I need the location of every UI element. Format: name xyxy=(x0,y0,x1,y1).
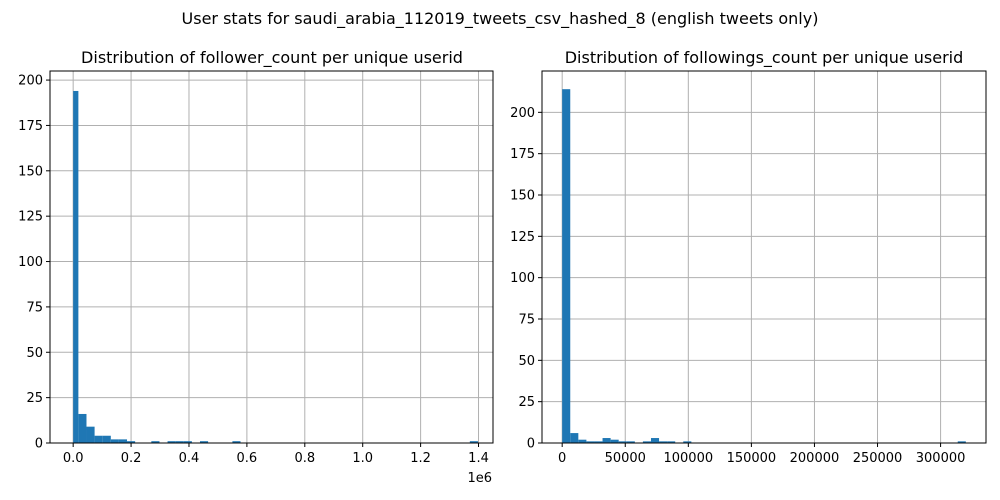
histogram-bar xyxy=(232,441,241,443)
x-tick-label: 1.4 xyxy=(468,451,489,466)
histogram-bar xyxy=(667,441,676,443)
x-tick-label: 0.0 xyxy=(63,451,84,466)
histogram-bar xyxy=(94,435,103,443)
histogram-bar xyxy=(562,89,571,443)
y-tick-label: 0 xyxy=(35,437,43,452)
histogram-bar xyxy=(110,439,119,443)
follower-count-histogram: Distribution of follower_count per uniqu… xyxy=(18,48,494,486)
followings-count-ticks: 0 50000 100000 150000 200000 250000 300000 0 25 5… xyxy=(510,106,965,466)
y-tick-label: 125 xyxy=(510,230,535,245)
followings-count-bars xyxy=(562,89,966,443)
histogram-bar xyxy=(151,441,160,443)
x-tick-label: 0.4 xyxy=(179,451,200,466)
y-tick-label: 75 xyxy=(518,313,535,328)
histogram-bar xyxy=(570,433,579,443)
y-tick-label: 100 xyxy=(18,255,43,270)
histogram-bar xyxy=(469,441,478,443)
y-tick-label: 50 xyxy=(518,354,535,369)
histogram-bar xyxy=(167,441,176,443)
y-tick-label: 25 xyxy=(518,395,535,410)
y-tick-label: 150 xyxy=(510,189,535,204)
histogram-bar xyxy=(626,441,635,443)
histogram-bar xyxy=(659,441,668,443)
y-tick-label: 75 xyxy=(26,300,43,315)
x-tick-label: 150000 xyxy=(727,451,777,466)
figure-suptitle: User stats for saudi_arabia_112019_tweet… xyxy=(182,9,819,29)
histogram-bar xyxy=(78,413,87,443)
y-tick-label: 100 xyxy=(510,271,535,286)
x-tick-label: 50000 xyxy=(605,451,646,466)
y-tick-label: 125 xyxy=(18,210,43,225)
histogram-bar xyxy=(602,438,611,443)
histogram-bar xyxy=(118,439,128,443)
x-tick-label: 0.6 xyxy=(237,451,258,466)
histogram-bar xyxy=(73,90,79,444)
y-tick-label: 200 xyxy=(18,74,43,89)
follower-count-ticks: 0.0 0.2 0.4 0.6 0.8 1.0 1.2 1.4 0 25 50 75 100 125 150… xyxy=(18,74,489,466)
histogram-bar xyxy=(594,441,603,443)
x-tick-label: 250000 xyxy=(853,451,903,466)
x-tick-label: 1.0 xyxy=(352,451,373,466)
y-tick-label: 0 xyxy=(527,437,535,452)
histogram-bar xyxy=(199,441,209,443)
histogram-bar xyxy=(683,441,692,443)
follower-count-x-offset-text: 1e6 xyxy=(467,471,492,486)
follower-count-bars xyxy=(73,90,478,444)
x-tick-label: 100000 xyxy=(663,451,713,466)
histogram-bar xyxy=(957,441,966,443)
histogram-bar xyxy=(618,441,627,443)
histogram-bar xyxy=(610,439,619,443)
histogram-bar xyxy=(86,426,95,443)
histogram-bar xyxy=(127,441,136,443)
y-tick-label: 150 xyxy=(18,164,43,179)
histogram-bar xyxy=(102,435,111,443)
follower-count-axes-frame xyxy=(49,70,494,444)
histogram-bar xyxy=(650,438,660,443)
followings-count-histogram: Distribution of followings_count per uni… xyxy=(510,48,987,466)
histogram-bar xyxy=(578,439,587,443)
y-tick-label: 175 xyxy=(510,147,535,162)
followings-count-title: Distribution of followings_count per uni… xyxy=(565,48,964,68)
histogram-bar xyxy=(642,441,651,443)
x-tick-label: 0.8 xyxy=(294,451,315,466)
x-tick-label: 0 xyxy=(558,451,566,466)
followings-count-axes-frame xyxy=(541,70,987,444)
x-tick-label: 200000 xyxy=(790,451,840,466)
y-tick-label: 175 xyxy=(18,119,43,134)
y-tick-label: 25 xyxy=(26,391,43,406)
histogram-bar xyxy=(175,441,184,443)
histogram-bar xyxy=(183,441,192,443)
histogram-bar xyxy=(586,441,595,443)
follower-count-title: Distribution of follower_count per uniqu… xyxy=(81,48,463,68)
y-tick-label: 200 xyxy=(510,106,535,121)
x-tick-label: 300000 xyxy=(916,451,966,466)
x-tick-label: 1.2 xyxy=(410,451,431,466)
y-tick-label: 50 xyxy=(26,346,43,361)
x-tick-label: 0.2 xyxy=(121,451,142,466)
